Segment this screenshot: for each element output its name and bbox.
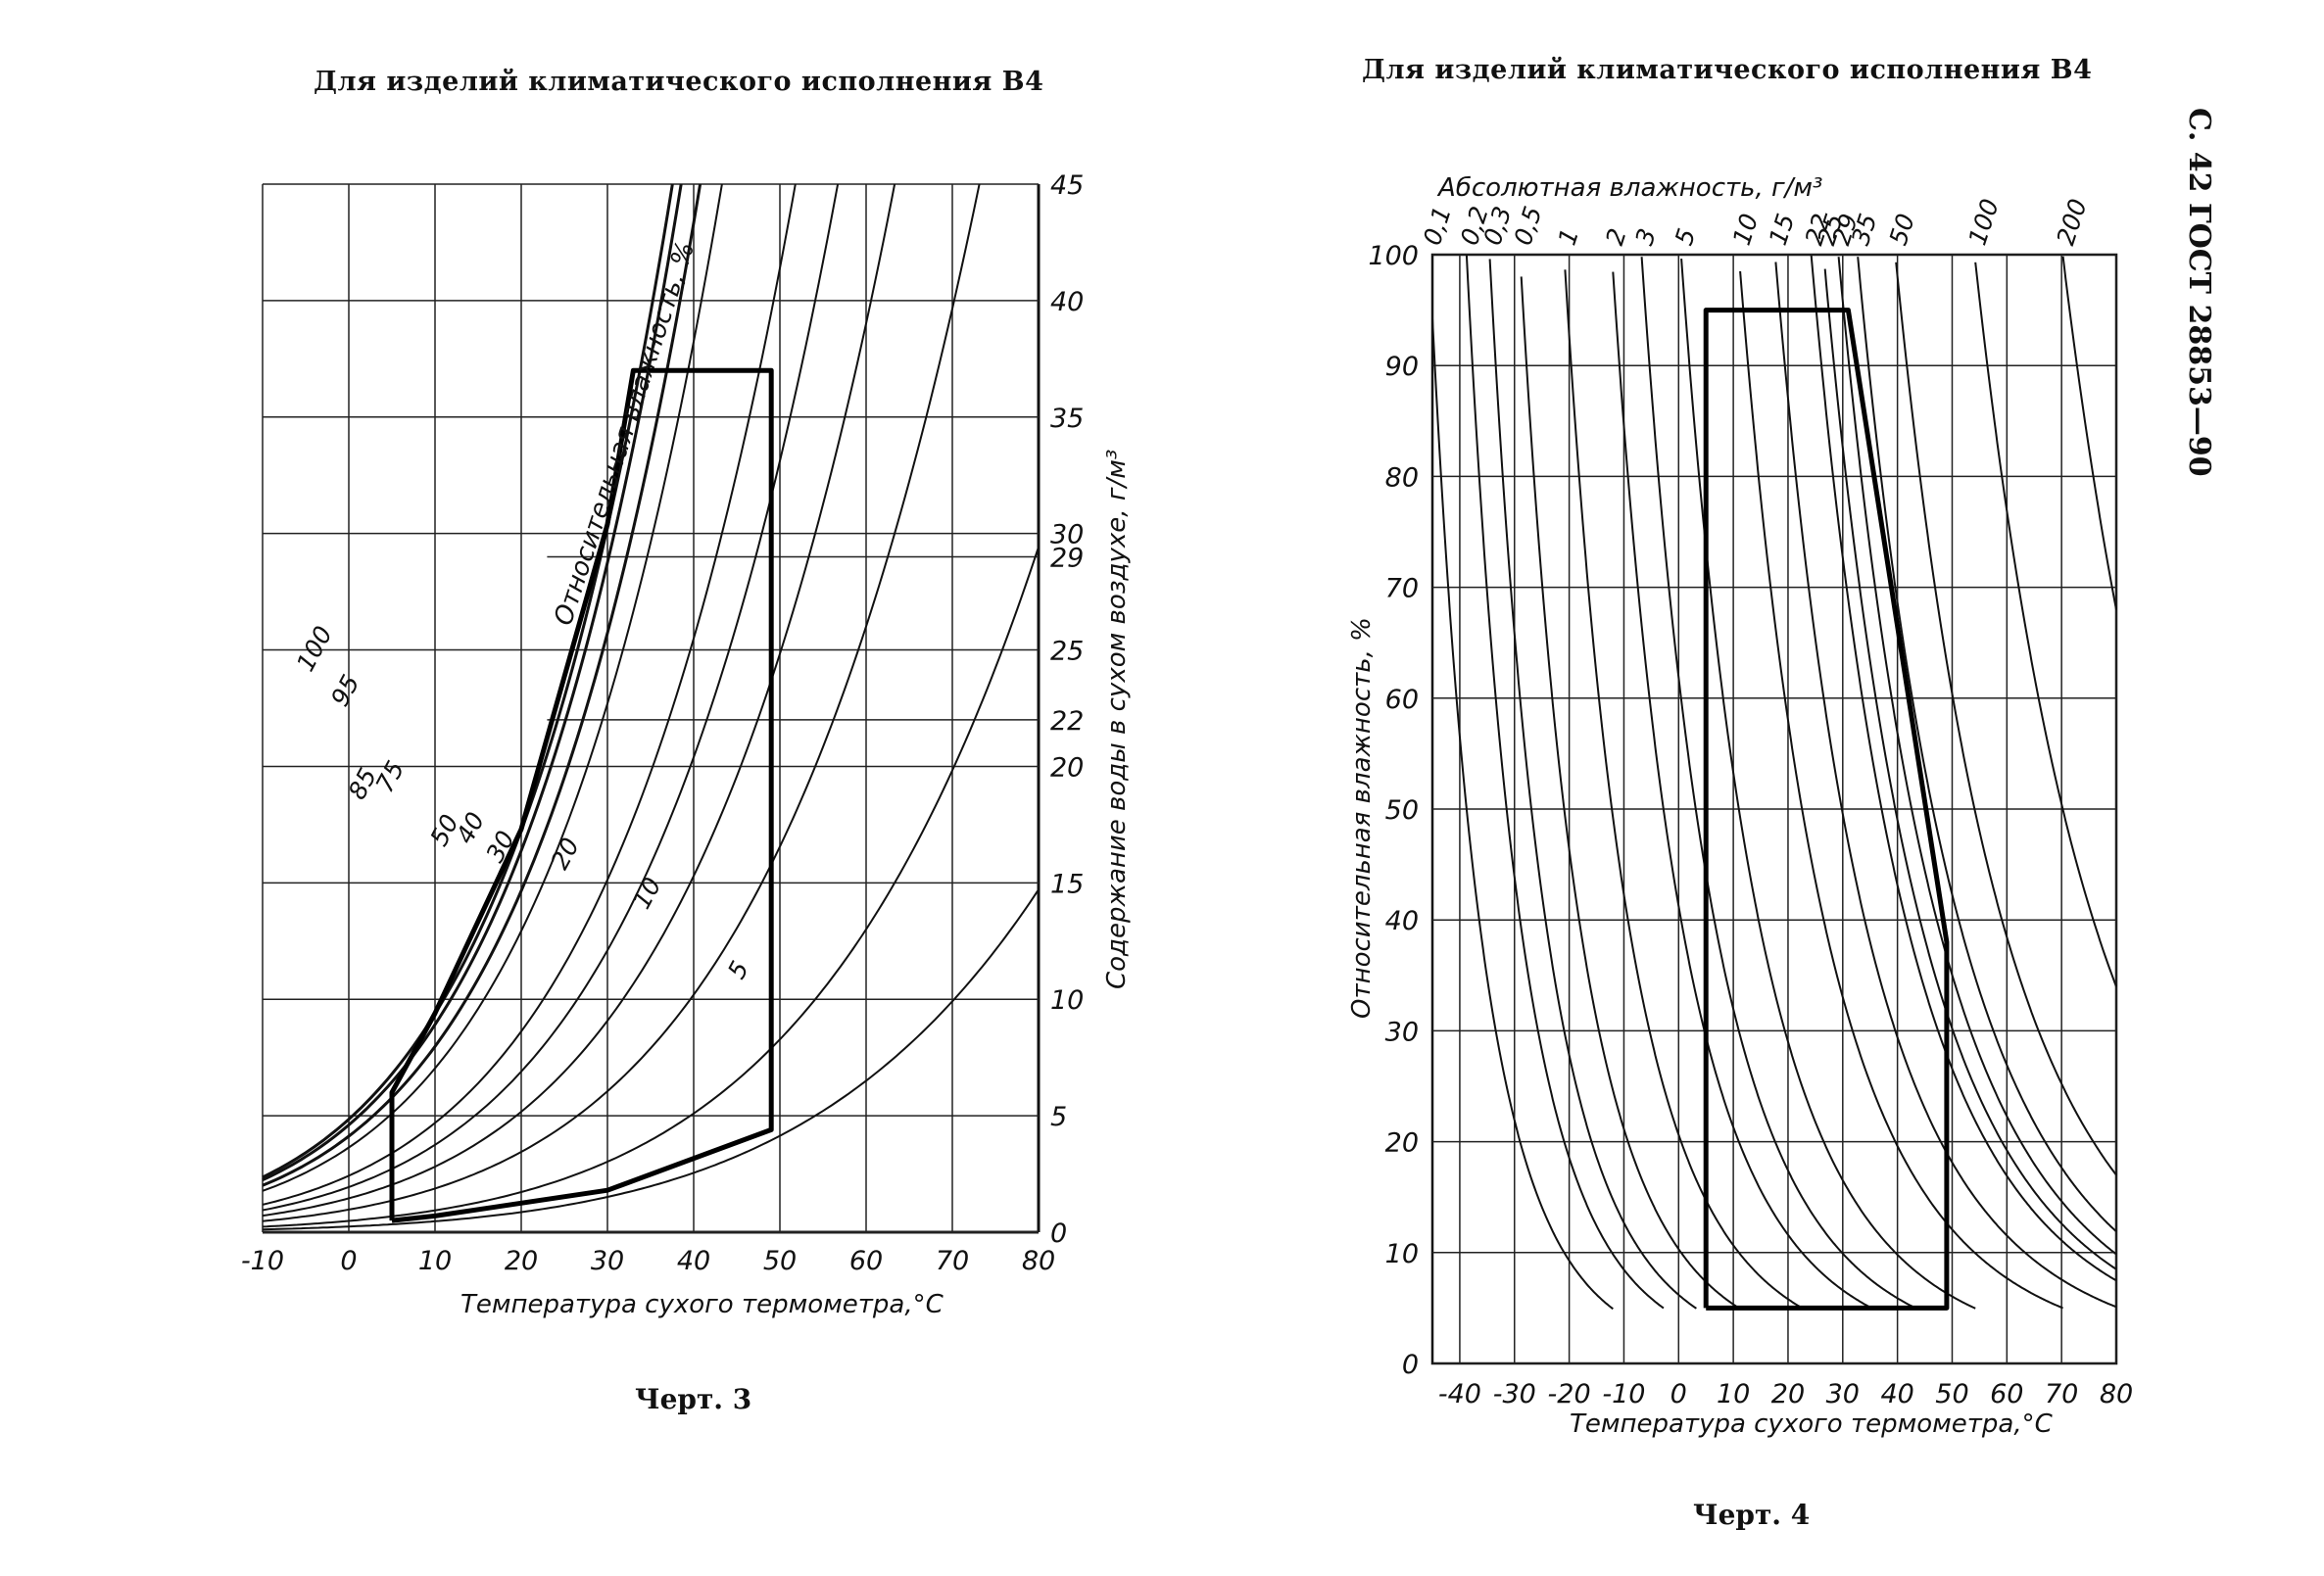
chart3-x-tick-label: 70 bbox=[936, 1246, 969, 1276]
chart3-y-tick-label: 10 bbox=[1050, 985, 1084, 1016]
chart3-y-tick-label: 20 bbox=[1050, 752, 1084, 783]
chart3-x-tick-label: 30 bbox=[591, 1246, 624, 1276]
chart3-curve-label: 95 bbox=[325, 670, 365, 711]
chart3-x-tick-label: 60 bbox=[849, 1246, 883, 1276]
chart3-y-tick-label: 30 bbox=[1050, 520, 1084, 550]
chart3-y-tick-label: 22 bbox=[1050, 706, 1084, 737]
chart3-y-tick-label: 25 bbox=[1050, 637, 1084, 667]
chart3-curve-label: 40 bbox=[451, 807, 491, 848]
chart3-rh-curve bbox=[262, 183, 797, 1206]
chart3-curve-label: 10 bbox=[627, 873, 667, 914]
chart3-y-axis-label: Содержание воды в сухом воздухе, г/м³ bbox=[1102, 450, 1132, 989]
chart3-y-tick-label: 45 bbox=[1050, 170, 1084, 201]
chart3-curve-label: 20 bbox=[545, 834, 585, 875]
chart3-x-axis-label: Температура сухого термометра,°С bbox=[460, 1290, 944, 1319]
chart3-rh-curve bbox=[262, 183, 981, 1222]
chart3-curve-label: 100 bbox=[291, 621, 338, 676]
chart3-grid bbox=[262, 183, 1041, 1234]
chart3-curve-label: 5 bbox=[722, 956, 754, 983]
chart3-y-tick-label: 15 bbox=[1050, 869, 1084, 899]
chart3-operating-region bbox=[389, 367, 774, 1223]
chart3-region bbox=[389, 367, 774, 1223]
chart3-x-tick-label: 10 bbox=[418, 1246, 452, 1276]
chart3-title: Для изделий климатического исполнения В4 bbox=[314, 67, 1044, 97]
chart4-title: Для изделий климатического исполнения В4 bbox=[1362, 55, 2093, 85]
chart3-y-tick-label: 5 bbox=[1050, 1102, 1067, 1132]
chart3-x-tick-label: 50 bbox=[763, 1246, 797, 1276]
chart3-rh-curve bbox=[262, 183, 674, 1179]
chart3-rh-curve bbox=[262, 183, 723, 1192]
chart3-y-tick-label: 35 bbox=[1050, 404, 1084, 434]
chart3-rh-curve bbox=[262, 183, 702, 1187]
chart3-y-tick-label: 29 bbox=[1050, 543, 1084, 573]
chart3-rh-curve bbox=[262, 183, 840, 1212]
chart3-curve-label: 30 bbox=[480, 826, 520, 867]
chart3-curve-label: 75 bbox=[370, 756, 411, 797]
chart4-caption: Черт. 4 bbox=[1693, 1499, 1811, 1531]
chart3-rh-curve bbox=[262, 888, 1040, 1231]
chart3-x-tick-label: -10 bbox=[241, 1246, 284, 1276]
chart3-x-tick-label: 40 bbox=[677, 1246, 710, 1276]
chart3-y-tick-label: 40 bbox=[1050, 287, 1084, 317]
chart3-rh-curve bbox=[262, 183, 896, 1218]
chart3-y-tick-label: 0 bbox=[1050, 1218, 1067, 1249]
chart3-x-tick-label: 0 bbox=[340, 1246, 357, 1276]
chart3-x-tick-label: 80 bbox=[1022, 1246, 1055, 1276]
chart3-rh-curve bbox=[262, 183, 683, 1181]
chart3-x-tick-label: 20 bbox=[505, 1246, 538, 1276]
chart3-caption: Черт. 3 bbox=[635, 1383, 752, 1415]
